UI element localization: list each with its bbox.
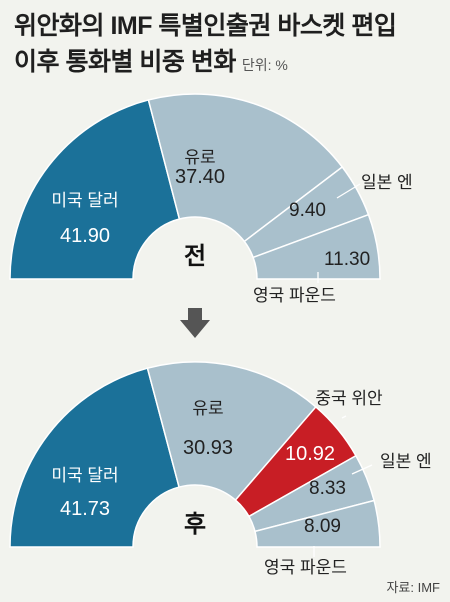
before-slice-name-0: 미국 달러: [51, 191, 118, 210]
before-slice-0: [9, 99, 181, 280]
after-slice-value-2: 10.92: [285, 443, 335, 465]
title-line-1: 위안화의 IMF 특별인출권 바스켓 편입: [14, 12, 397, 40]
after-callout-2: [341, 415, 347, 419]
after-slice-value-3: 8.33: [309, 478, 346, 499]
after-slice-name-0: 미국 달러: [51, 466, 118, 485]
after-slice-value-4: 8.09: [304, 516, 341, 537]
before-callout-2: [336, 183, 361, 199]
before-slice-3: [252, 213, 381, 280]
after-half-donut: 후 미국 달러 41.73 유로 30.93 중국 위안 10.92 일본 엔 8.33 영국 파…: [9, 361, 432, 577]
title-line-2: 이후 통화별 비중 변화: [14, 48, 236, 76]
after-center-label: 후: [184, 511, 206, 538]
after-slice-1: [146, 361, 317, 502]
after-slice-value-1: 30.93: [183, 437, 233, 459]
arrow-head: [180, 320, 210, 338]
before-center-label: 전: [184, 243, 206, 270]
after-slice-value-0: 41.73: [60, 498, 110, 520]
unit-label: 단위: %: [241, 57, 288, 73]
before-slice-value-2: 9.40: [289, 200, 326, 221]
before-slice-name-1: 유로: [184, 148, 215, 167]
after-slice-name-4: 영국 파운드: [264, 558, 347, 577]
chart-title: 위안화의 IMF 특별인출권 바스켓 편입 이후 통화별 비중 변화 단위: %: [14, 8, 444, 83]
after-slice-name-3: 일본 엔: [380, 452, 432, 471]
after-callout-3: [351, 464, 373, 475]
before-slice-value-1: 37.40: [175, 166, 225, 188]
arrow-shaft: [188, 308, 202, 320]
before-slice-name-2: 일본 엔: [361, 173, 413, 192]
before-slice-name-3: 영국 파운드: [253, 286, 336, 305]
after-slice-0: [9, 367, 180, 548]
before-slice-1: [147, 93, 344, 243]
source-note: 자료: IMF: [386, 580, 440, 595]
after-slice-name-2: 중국 위안: [315, 389, 383, 408]
down-arrow-icon: [180, 308, 210, 338]
before-slice-value-0: 41.90: [60, 225, 110, 247]
before-slice-value-3: 11.30: [324, 249, 370, 270]
after-slice-name-1: 유로: [192, 399, 223, 418]
after-slice-4: [254, 499, 381, 548]
